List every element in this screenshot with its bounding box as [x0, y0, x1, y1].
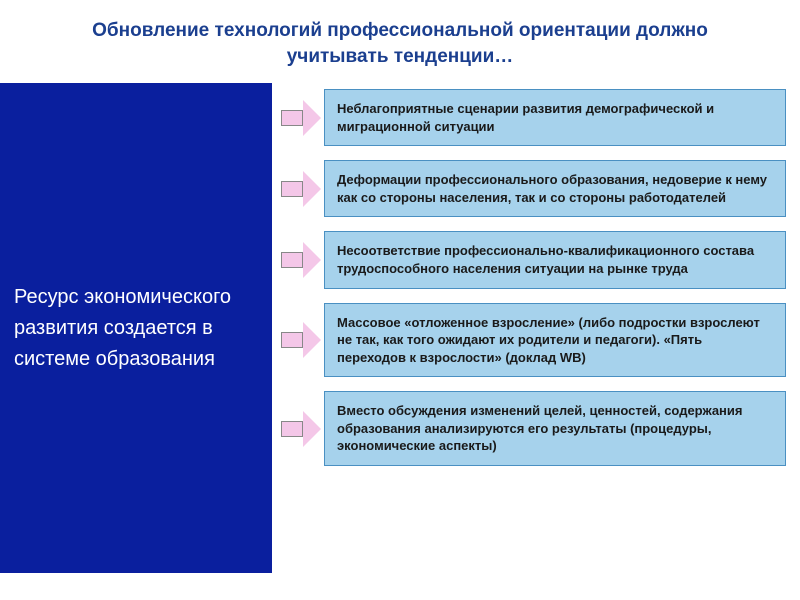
arrow-container: [278, 391, 324, 466]
info-box-text: Вместо обсуждения изменений целей, ценно…: [337, 402, 773, 455]
info-box-text: Несоответствие профессионально-квалифика…: [337, 242, 773, 277]
info-box-text: Неблагоприятные сценарии развития демогр…: [337, 100, 773, 135]
left-panel: Ресурс экономического развития создается…: [0, 83, 272, 573]
info-box-text: Деформации профессионального образования…: [337, 171, 773, 206]
item-row: Вместо обсуждения изменений целей, ценно…: [278, 391, 786, 466]
info-box: Вместо обсуждения изменений целей, ценно…: [324, 391, 786, 466]
arrow-right-icon: [281, 100, 321, 136]
arrow-right-icon: [281, 171, 321, 207]
info-box: Несоответствие профессионально-квалифика…: [324, 231, 786, 288]
arrow-container: [278, 231, 324, 288]
right-panel: Неблагоприятные сценарии развития демогр…: [278, 83, 786, 573]
item-row: Массовое «отложенное взросление» (либо п…: [278, 303, 786, 378]
info-box: Массовое «отложенное взросление» (либо п…: [324, 303, 786, 378]
info-box-text: Массовое «отложенное взросление» (либо п…: [337, 314, 773, 367]
arrow-container: [278, 303, 324, 378]
arrow-container: [278, 89, 324, 146]
arrow-right-icon: [281, 411, 321, 447]
item-row: Несоответствие профессионально-квалифика…: [278, 231, 786, 288]
item-row: Неблагоприятные сценарии развития демогр…: [278, 89, 786, 146]
left-panel-text: Ресурс экономического развития создается…: [14, 282, 258, 375]
arrow-right-icon: [281, 242, 321, 278]
arrow-container: [278, 160, 324, 217]
page-title: Обновление технологий профессиональной о…: [0, 0, 800, 83]
item-row: Деформации профессионального образования…: [278, 160, 786, 217]
info-box: Неблагоприятные сценарии развития демогр…: [324, 89, 786, 146]
content-area: Ресурс экономического развития создается…: [0, 83, 800, 573]
info-box: Деформации профессионального образования…: [324, 160, 786, 217]
arrow-right-icon: [281, 322, 321, 358]
